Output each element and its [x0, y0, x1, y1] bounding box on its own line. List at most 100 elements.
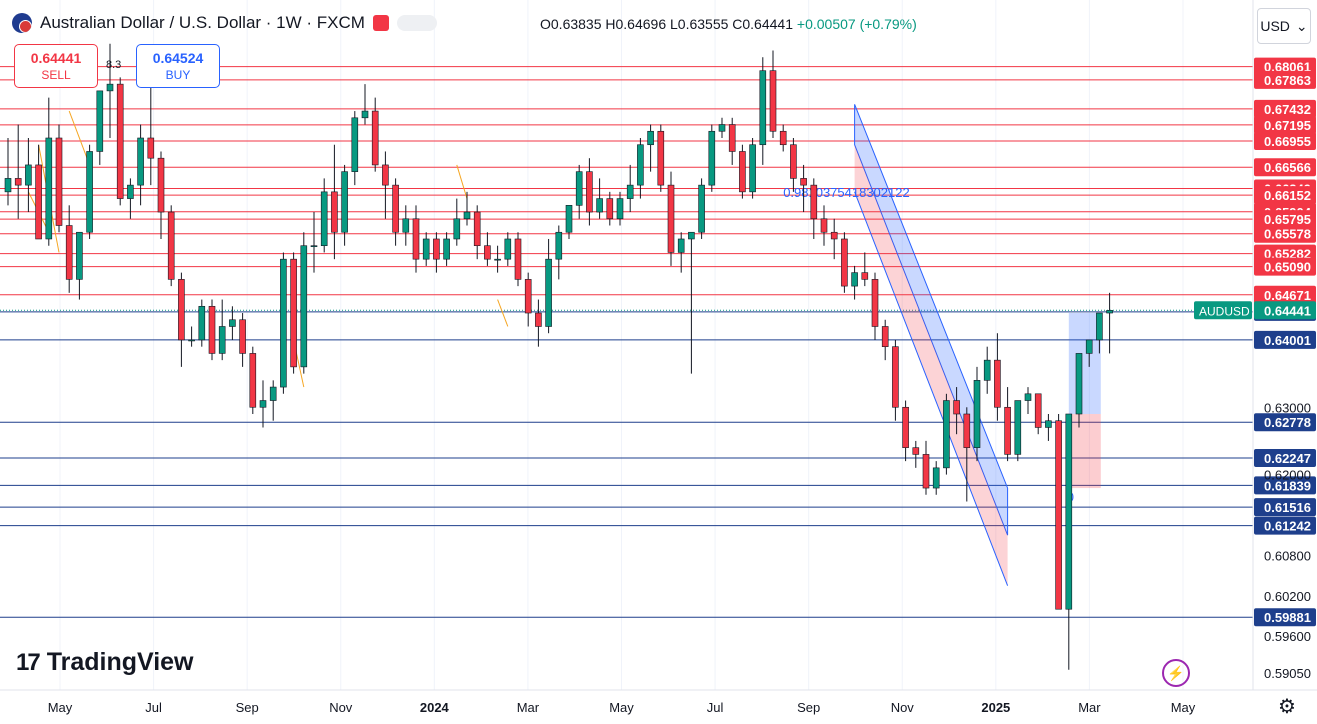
grid	[59, 0, 1184, 690]
last-price-label: 0.64441	[1264, 303, 1311, 318]
candle-body	[351, 117, 359, 172]
candle-body	[973, 380, 981, 448]
tradingview-mark-icon: 17	[16, 648, 41, 676]
last-price-tag	[1254, 301, 1316, 320]
candle-body	[1075, 353, 1083, 415]
candle-body	[300, 245, 308, 368]
price-tick-label: 0.62000	[1264, 468, 1311, 483]
candle-body	[65, 225, 73, 280]
resistance-tag	[1254, 70, 1316, 89]
candle-body	[106, 83, 114, 92]
candle-body	[239, 319, 246, 354]
tradingview-logo[interactable]: 17 TradingView	[16, 648, 194, 677]
candle-body	[341, 171, 348, 233]
candle-body	[871, 279, 879, 327]
candle-body	[137, 137, 144, 186]
candle-body	[259, 400, 267, 408]
annotation-line	[456, 164, 468, 199]
chevron-down-icon: ⌄	[1295, 17, 1308, 34]
candle-body	[402, 218, 410, 233]
candle-body	[320, 191, 328, 247]
candle-body	[718, 124, 726, 132]
buy-button[interactable]: 0.64524 BUY	[136, 44, 220, 88]
support-tag	[1254, 498, 1316, 517]
market-status-icon[interactable]	[372, 15, 389, 31]
candle-body	[45, 137, 53, 240]
resistance-level-label: 0.64671	[1264, 288, 1311, 303]
candle-body	[728, 124, 736, 152]
aud-flag-icon	[12, 13, 32, 33]
candle-body	[545, 258, 552, 327]
candle-body	[698, 184, 705, 233]
position-stop-zone	[1068, 414, 1101, 489]
candle-body	[198, 305, 206, 341]
resistance-tag	[1254, 257, 1316, 276]
resistance-level-label: 0.66152	[1264, 188, 1311, 203]
time-tick-label: Mar	[517, 700, 540, 715]
candle-body	[178, 279, 185, 341]
candle-body	[1106, 310, 1113, 314]
time-axis[interactable]: May Jul Sep Nov 2024 Mar May Jul Sep Nov 2025 Mar Ma…	[48, 700, 1196, 715]
candle-body	[167, 211, 175, 280]
time-tick-label: May	[609, 700, 634, 715]
price-tick-label: 0.63000	[1264, 400, 1311, 415]
candle-body	[667, 184, 675, 253]
candle-body	[596, 198, 603, 213]
candle-body	[994, 359, 1001, 408]
candle-body	[382, 164, 389, 186]
candle-body	[433, 238, 440, 260]
candle-body	[616, 198, 624, 220]
candle-body	[269, 386, 277, 401]
resistance-level-label: 0.68061	[1264, 60, 1311, 75]
gear-icon[interactable]: ⚙	[1278, 696, 1296, 718]
sell-label: SELL	[41, 68, 71, 82]
sell-button[interactable]: 0.64441 SELL	[14, 44, 98, 88]
candle-body	[208, 305, 216, 354]
candle-body	[453, 218, 461, 240]
candle-body	[55, 137, 63, 226]
support-level-label: 0.59881	[1264, 610, 1311, 625]
candle-body	[218, 326, 226, 354]
channel-lower-line	[854, 191, 1009, 586]
candle-body	[1045, 420, 1052, 428]
candle-body	[800, 178, 807, 186]
candle-body	[851, 272, 858, 287]
candle-body	[769, 70, 777, 132]
candle-body	[790, 144, 797, 179]
candle-body	[4, 178, 12, 193]
candle-body	[290, 258, 297, 368]
candle-body	[1024, 393, 1032, 401]
ohlc-readout: O0.63835 H0.64696 L0.63555 C0.64441 +0.0…	[540, 16, 917, 32]
currency-selector[interactable]: USD ⌄	[1257, 8, 1311, 44]
candle-body	[35, 164, 42, 240]
resistance-tag	[1254, 132, 1316, 151]
indicator-toggle-icon[interactable]	[396, 15, 437, 31]
candle-body	[371, 110, 379, 166]
candle-body	[1085, 339, 1093, 354]
candle-body	[86, 151, 93, 233]
candle-body	[586, 171, 593, 213]
resistance-level-label: 0.66566	[1264, 160, 1311, 175]
symbol-title[interactable]: Australian Dollar / U.S. Dollar · 1W · F…	[40, 13, 365, 32]
lightning-icon[interactable]: ⚡	[1162, 659, 1190, 687]
buy-price: 0.64524	[152, 50, 204, 66]
resistance-tag	[1254, 115, 1316, 134]
support-level-label: 0.61516	[1264, 500, 1311, 515]
sell-price: 0.64441	[30, 50, 82, 66]
candle-body	[912, 447, 920, 455]
resistance-level-label: 0.67863	[1264, 73, 1311, 88]
candle-body	[463, 211, 471, 220]
candle-body	[443, 238, 450, 260]
resistance-tag	[1254, 158, 1316, 177]
candle-body	[555, 231, 563, 260]
time-tick-label: Sep	[236, 700, 259, 715]
support-tag	[1254, 476, 1316, 495]
candle-body	[983, 359, 991, 381]
candle-body	[1065, 413, 1073, 610]
currency-label: USD	[1260, 18, 1290, 34]
candle-body	[779, 130, 787, 146]
resistance-tag	[1254, 186, 1316, 205]
resistance-level-label: 0.67432	[1264, 102, 1311, 117]
